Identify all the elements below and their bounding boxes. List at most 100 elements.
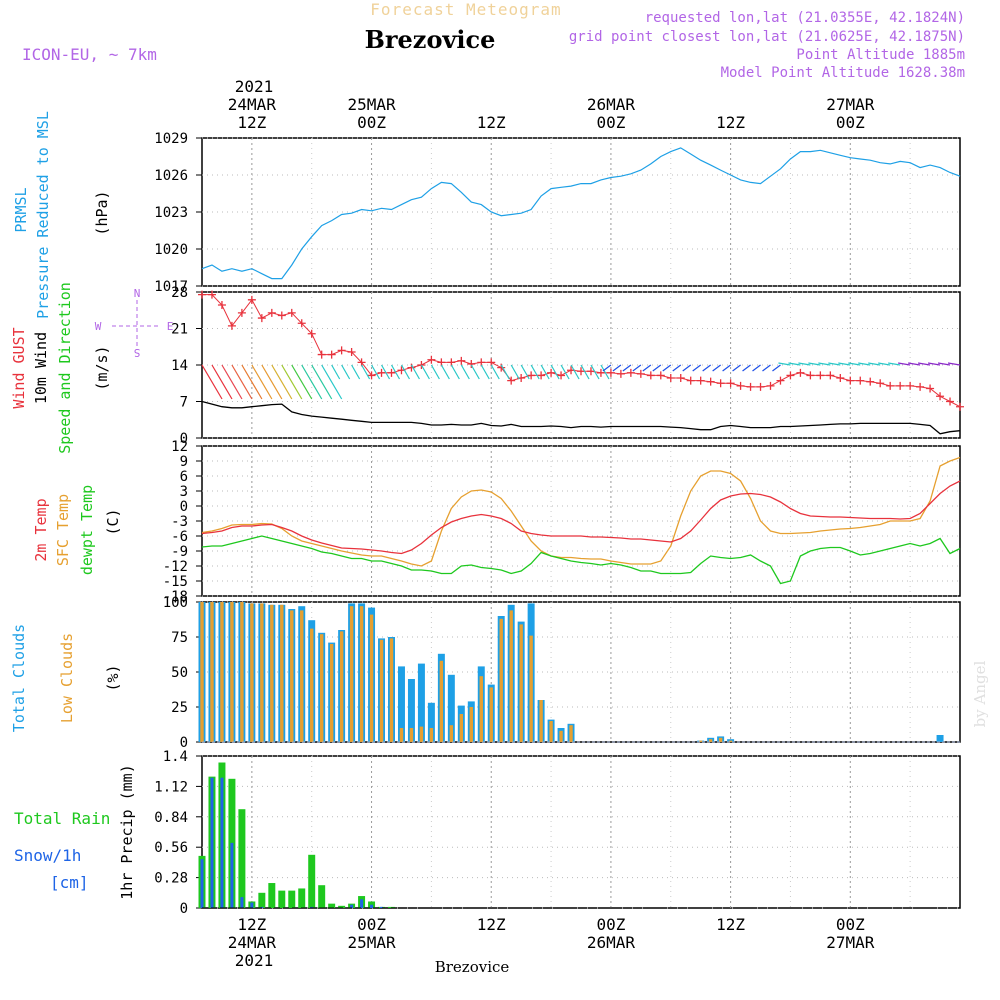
low-cloud-bar xyxy=(339,631,344,742)
gust-marker xyxy=(577,367,585,376)
low-cloud-bar xyxy=(310,628,314,742)
clouds-panel: 100 75 50 25 0 xyxy=(163,595,961,751)
wind-arrow xyxy=(947,362,961,366)
wind-arrow xyxy=(732,364,741,372)
compass-e: E xyxy=(167,320,174,333)
gust-marker xyxy=(846,376,855,385)
low-cloud-bar xyxy=(369,614,374,742)
gust-marker xyxy=(207,290,216,299)
gust-marker xyxy=(816,371,825,380)
wind-unit: (m/s) xyxy=(93,345,111,390)
gust-marker xyxy=(756,382,765,391)
temp-ytick-label: 3 xyxy=(180,484,188,500)
gust-marker xyxy=(766,381,775,390)
clouds-ytick-label: 50 xyxy=(171,665,188,681)
wind-arrow xyxy=(600,364,610,380)
snow-bar xyxy=(250,902,254,908)
wind-arrow xyxy=(331,364,341,380)
temp-ytick-label: 9 xyxy=(180,454,188,470)
temp-ytick-label: 6 xyxy=(180,469,188,485)
snow-bar xyxy=(360,899,364,908)
wind-ytick-label: 21 xyxy=(171,322,188,338)
gust-marker xyxy=(287,308,296,317)
wind-arrow xyxy=(221,364,243,400)
gust-marker xyxy=(307,329,316,338)
wind-ytick-label: 7 xyxy=(180,395,188,411)
clouds-unit: (%) xyxy=(104,664,122,691)
low-cloud-bar xyxy=(499,618,503,742)
low-cloud-bar xyxy=(300,610,304,742)
wind-arrow xyxy=(361,364,371,380)
wind-arrow xyxy=(828,362,841,366)
wind-arrow xyxy=(470,364,480,380)
gust-marker xyxy=(826,371,835,380)
wind-arrow xyxy=(480,364,490,380)
gust-marker xyxy=(726,379,735,388)
wind-arrow xyxy=(490,364,500,380)
pressure-ytick-label: 1026 xyxy=(154,168,188,184)
snow-bar xyxy=(240,897,244,908)
gust-marker xyxy=(616,369,625,378)
low-cloud-bar xyxy=(439,660,444,742)
gust-marker xyxy=(377,368,386,377)
low-cloud-bar xyxy=(479,676,483,742)
wind-arrow xyxy=(530,364,540,380)
total-cloud-bar xyxy=(397,666,405,742)
gust-marker xyxy=(646,371,655,380)
wind-arrow xyxy=(301,364,323,400)
precip-ytick-label: 0.56 xyxy=(154,840,188,856)
wind-arrow xyxy=(241,364,263,400)
top-day-label: 26MAR xyxy=(587,95,636,114)
wind-arrow xyxy=(908,362,921,366)
wind-arrow xyxy=(868,362,881,366)
low-cloud-bar xyxy=(349,606,354,742)
wind-arrow xyxy=(672,364,682,372)
total-cloud-bar xyxy=(427,702,435,742)
wind-arrow xyxy=(261,364,283,400)
wind-ytick-label: 0 xyxy=(180,431,188,447)
gust-marker xyxy=(916,382,925,391)
wind-arrow xyxy=(450,364,460,380)
clouds-frame xyxy=(201,601,961,743)
rain-bar xyxy=(258,892,266,908)
gust-marker xyxy=(327,350,336,359)
gust-marker xyxy=(696,376,705,385)
low-cloud-bar xyxy=(359,606,364,742)
rain-bar xyxy=(268,883,276,908)
rain-bar xyxy=(318,885,326,908)
wind-arrow xyxy=(838,362,851,366)
compass-w: W xyxy=(95,320,102,333)
snow-bar xyxy=(380,906,384,908)
top-day-label: 27MAR xyxy=(826,95,875,114)
low-cloud-bar xyxy=(489,687,493,742)
wind-arrow xyxy=(540,364,550,380)
wind-arrow xyxy=(692,364,702,372)
sfc-label: SFC Temp xyxy=(54,494,72,566)
watermark: by Angel xyxy=(971,660,989,727)
wind-arrow xyxy=(580,364,590,380)
prmsl-line xyxy=(201,147,961,280)
pressure-label: Pressure Reduced to MSL xyxy=(34,111,52,319)
low-cloud-bar xyxy=(240,602,244,742)
model-name: ICON-EU, ~ 7km xyxy=(22,45,157,64)
pressure-unit: (hPa) xyxy=(93,190,111,235)
wind-arrow xyxy=(341,364,351,380)
low-cloud-bar xyxy=(509,610,513,742)
gust-marker xyxy=(557,371,566,380)
gust-marker xyxy=(956,402,964,411)
wind-arrow xyxy=(848,362,861,366)
t2m-line xyxy=(201,480,961,555)
temp-ytick-label: -15 xyxy=(163,574,188,590)
low-cloud-bar xyxy=(399,728,404,742)
gust-marker xyxy=(267,308,276,317)
wind-arrow xyxy=(878,362,891,366)
low-cloud-bar xyxy=(389,638,394,742)
wind-arrow xyxy=(662,364,672,372)
wind-arrow xyxy=(211,364,233,400)
total-cloud-bar xyxy=(447,674,455,742)
low-cloud-bar xyxy=(280,604,284,742)
wind-arrow xyxy=(371,364,381,380)
wind-arrow xyxy=(231,364,253,400)
low-cloud-bar xyxy=(559,730,563,742)
gust-marker xyxy=(776,376,785,385)
